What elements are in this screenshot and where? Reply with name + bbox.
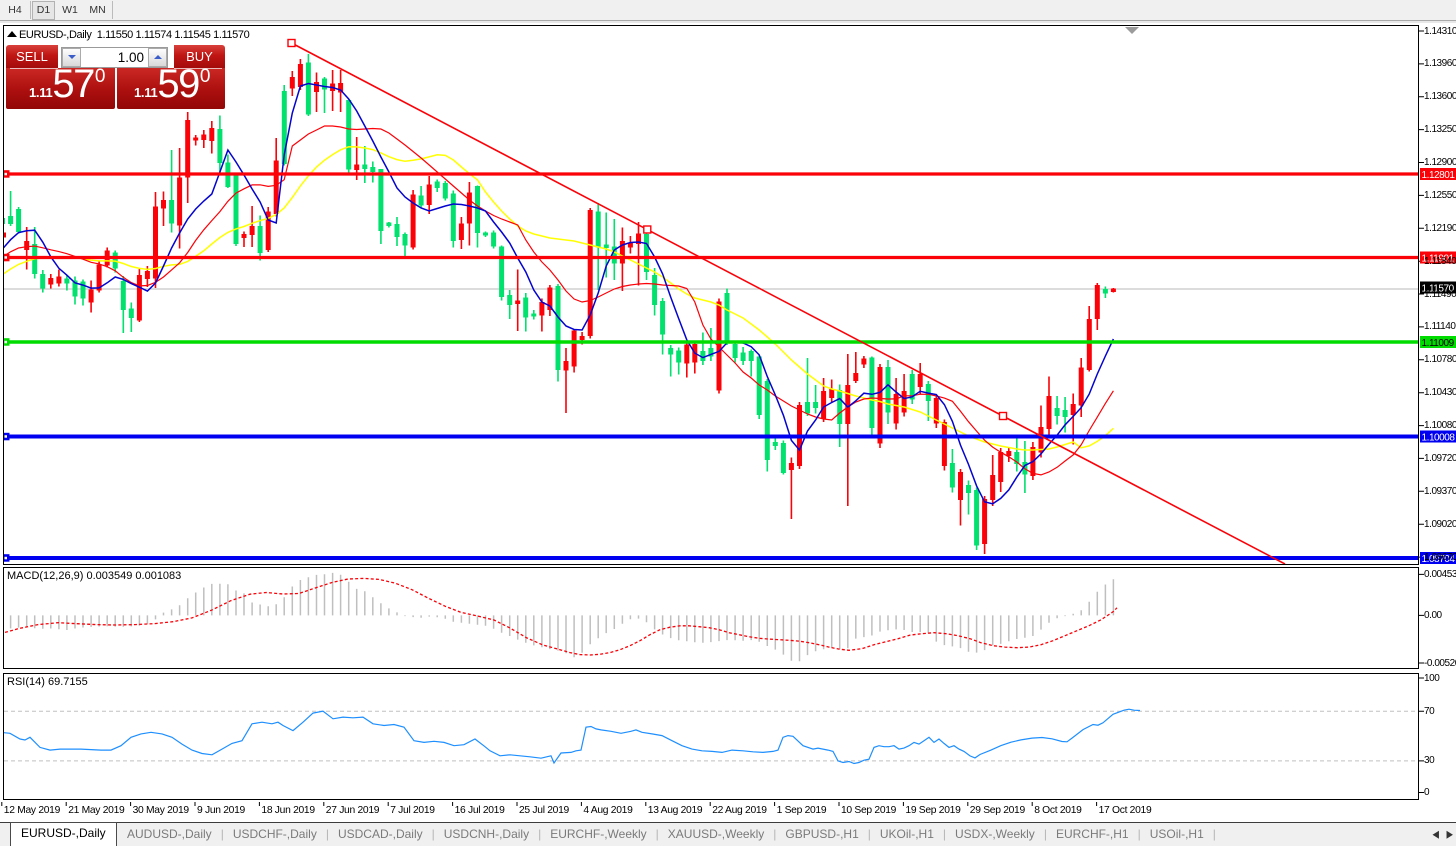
- svg-text:1.08704: 1.08704: [1422, 554, 1456, 565]
- svg-text:1.10008: 1.10008: [1422, 432, 1456, 443]
- svg-text:1.11901: 1.11901: [1422, 253, 1455, 264]
- svg-text:1.11009: 1.11009: [1422, 338, 1455, 349]
- svg-text:1.11570: 1.11570: [1422, 283, 1455, 294]
- svg-text:1.12801: 1.12801: [1422, 170, 1456, 181]
